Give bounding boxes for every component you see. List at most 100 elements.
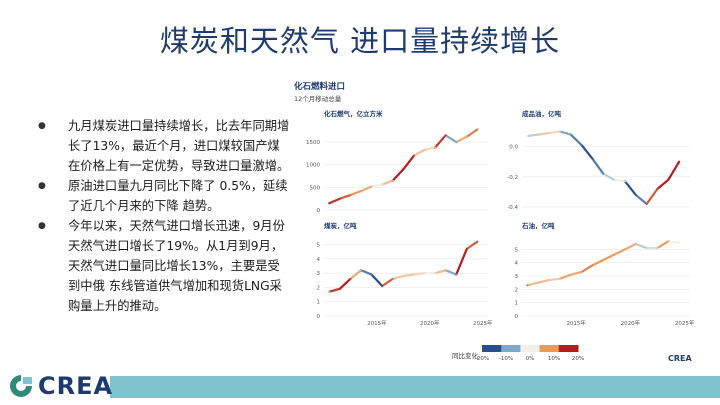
series-segment-0-4 <box>370 183 384 188</box>
data-point-3-5 <box>580 271 583 273</box>
figure-brand-mark: CREA <box>668 354 692 363</box>
series-segment-1-13 <box>667 160 681 181</box>
series-segment-3-0 <box>526 281 540 287</box>
data-point-3-14 <box>678 241 681 244</box>
y-tick-label-1-2: -0.4 <box>507 205 518 211</box>
data-point-1-5 <box>580 144 583 147</box>
data-point-3-7 <box>602 259 605 261</box>
data-point-1-9 <box>624 180 626 183</box>
slide-title: 煤炭和天然气 进口量持续增长 <box>159 24 561 58</box>
data-point-2-13 <box>465 247 468 250</box>
x-tick-label-3-2: 2025年 <box>675 319 695 327</box>
bullet-oil: 原油进口量九月同比下降了 0.5%，延续了近几个月来的下降 趋势。 <box>38 176 290 216</box>
data-point-3-3 <box>559 277 561 280</box>
bullet-gas: 今年以来，天然气进口增长迅速，9月份天然气进口增长了19%。从1月到9月，天然气… <box>38 216 290 316</box>
data-point-2-3 <box>360 269 362 272</box>
panel-title-1: 成品油，亿吨 <box>522 109 562 118</box>
panel-title-0: 化石燃气，亿立方米 <box>324 109 383 118</box>
data-point-0-3 <box>360 190 362 192</box>
y-tick-label-1-0: 0.0 <box>509 145 518 151</box>
data-point-1-7 <box>602 172 605 175</box>
series-segment-2-11 <box>444 269 458 276</box>
y-tick-label-2-1: 1 <box>317 300 321 306</box>
data-point-1-1 <box>537 133 540 136</box>
panel-title-3: 石油，亿吨 <box>521 221 555 230</box>
data-point-3-8 <box>613 253 616 256</box>
crea-logo-icon <box>10 375 32 397</box>
series-segment-1-9 <box>623 180 637 197</box>
series-segment-3-12 <box>656 240 670 250</box>
bullet-coal: 九月煤炭进口量持续增长，比去年同期增长了13%，最近个月，进口煤较国产煤在价格上… <box>38 116 290 176</box>
legend-swatch-1 <box>501 345 521 352</box>
data-point-1-4 <box>569 133 572 136</box>
legend-swatch-4 <box>558 345 579 352</box>
series-segment-1-7 <box>602 172 616 181</box>
series-segment-2-5 <box>381 277 394 288</box>
legend-tick-label-1: -10% <box>499 356 513 362</box>
data-point-1-6 <box>591 157 594 160</box>
series-segment-0-8 <box>412 148 426 157</box>
series-segment-1-10 <box>634 193 648 206</box>
data-point-0-12 <box>455 141 458 144</box>
data-point-3-0 <box>526 284 529 287</box>
series-segment-0-11 <box>444 134 458 144</box>
data-point-0-8 <box>413 154 415 157</box>
data-point-0-4 <box>370 185 373 188</box>
data-point-1-8 <box>613 178 616 181</box>
series-segment-0-1 <box>338 193 352 200</box>
series-segment-1-2 <box>547 130 562 135</box>
y-tick-label-3-2: 2 <box>515 287 519 293</box>
y-tick-label-3-5: 5 <box>515 247 519 253</box>
series-segment-2-2 <box>349 269 363 280</box>
series-segment-2-7 <box>402 273 416 278</box>
series-segment-3-13 <box>667 240 681 244</box>
y-tick-label-0-0: 0 <box>317 208 321 214</box>
series-segment-2-8 <box>412 272 426 276</box>
series-segment-1-3 <box>558 130 572 136</box>
data-point-2-10 <box>434 272 436 275</box>
crea-logo-text: CREA <box>38 372 114 400</box>
data-point-2-8 <box>413 273 415 276</box>
data-point-0-13 <box>465 135 468 138</box>
series-segment-2-1 <box>338 277 352 290</box>
data-point-0-2 <box>349 194 352 196</box>
data-point-1-12 <box>656 187 659 190</box>
data-point-2-11 <box>444 269 447 272</box>
series-segment-3-6 <box>591 258 605 267</box>
y-tick-label-3-3: 3 <box>515 274 519 280</box>
series-segment-3-5 <box>580 264 594 274</box>
series-segment-3-4 <box>569 270 583 276</box>
x-tick-label-2-1: 2020年 <box>420 319 440 327</box>
data-point-3-10 <box>634 243 637 245</box>
data-point-0-0 <box>328 202 331 205</box>
bullet-list: 九月煤炭进口量持续增长，比去年同期增长了13%，最近个月，进口煤较国产煤在价格上… <box>38 116 290 316</box>
y-tick-label-0-2: 1000 <box>306 163 320 169</box>
data-point-2-0 <box>328 290 331 293</box>
series-segment-1-1 <box>537 131 551 136</box>
series-segment-1-0 <box>526 133 540 138</box>
series-segment-1-5 <box>580 144 594 160</box>
y-tick-label-3-1: 1 <box>515 301 519 307</box>
data-point-1-3 <box>559 130 561 133</box>
series-segment-0-5 <box>381 179 394 186</box>
legend-title: 同比变化 <box>452 352 478 360</box>
x-tick-label-2-2: 2025年 <box>473 319 493 327</box>
y-tick-label-2-5: 5 <box>317 243 321 249</box>
data-point-3-1 <box>537 281 540 284</box>
y-tick-label-0-3: 1500 <box>306 140 320 146</box>
data-point-2-7 <box>402 275 405 277</box>
figure-title: 化石燃料进口 <box>294 82 346 92</box>
series-segment-0-2 <box>349 189 363 197</box>
data-point-3-11 <box>645 247 648 249</box>
data-point-2-12 <box>455 273 458 276</box>
series-segment-0-10 <box>433 134 447 149</box>
x-tick-label-3-1: 2020年 <box>621 319 641 327</box>
x-tick-label-2-0: 2015年 <box>367 319 387 327</box>
data-point-2-14 <box>476 240 479 243</box>
series-segment-0-9 <box>423 146 437 151</box>
series-segment-3-7 <box>602 253 616 262</box>
y-tick-label-3-0: 0 <box>515 314 519 320</box>
fossil-fuel-imports-figure: 化石燃料进口 12个月移动总量 化石燃气，亿立方米 0 500 1000 1500 成品油… <box>290 80 720 375</box>
series-segment-1-8 <box>613 178 627 183</box>
data-point-0-10 <box>434 146 436 149</box>
